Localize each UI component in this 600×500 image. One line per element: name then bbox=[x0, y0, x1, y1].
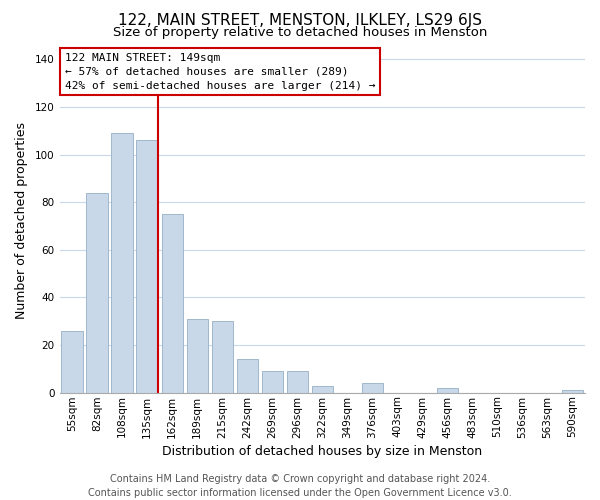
Bar bbox=[287, 371, 308, 392]
Bar bbox=[236, 360, 258, 392]
Bar bbox=[187, 319, 208, 392]
Bar bbox=[311, 386, 333, 392]
Y-axis label: Number of detached properties: Number of detached properties bbox=[15, 122, 28, 318]
Bar bbox=[61, 331, 83, 392]
Bar bbox=[161, 214, 183, 392]
Text: 122 MAIN STREET: 149sqm
← 57% of detached houses are smaller (289)
42% of semi-d: 122 MAIN STREET: 149sqm ← 57% of detache… bbox=[65, 52, 376, 90]
Bar bbox=[262, 371, 283, 392]
Text: Contains HM Land Registry data © Crown copyright and database right 2024.
Contai: Contains HM Land Registry data © Crown c… bbox=[88, 474, 512, 498]
Text: 122, MAIN STREET, MENSTON, ILKLEY, LS29 6JS: 122, MAIN STREET, MENSTON, ILKLEY, LS29 … bbox=[118, 12, 482, 28]
X-axis label: Distribution of detached houses by size in Menston: Distribution of detached houses by size … bbox=[162, 444, 482, 458]
Bar bbox=[112, 133, 133, 392]
Bar bbox=[362, 383, 383, 392]
Bar bbox=[437, 388, 458, 392]
Bar bbox=[136, 140, 158, 392]
Text: Size of property relative to detached houses in Menston: Size of property relative to detached ho… bbox=[113, 26, 487, 39]
Bar bbox=[212, 321, 233, 392]
Bar bbox=[86, 192, 108, 392]
Bar bbox=[562, 390, 583, 392]
